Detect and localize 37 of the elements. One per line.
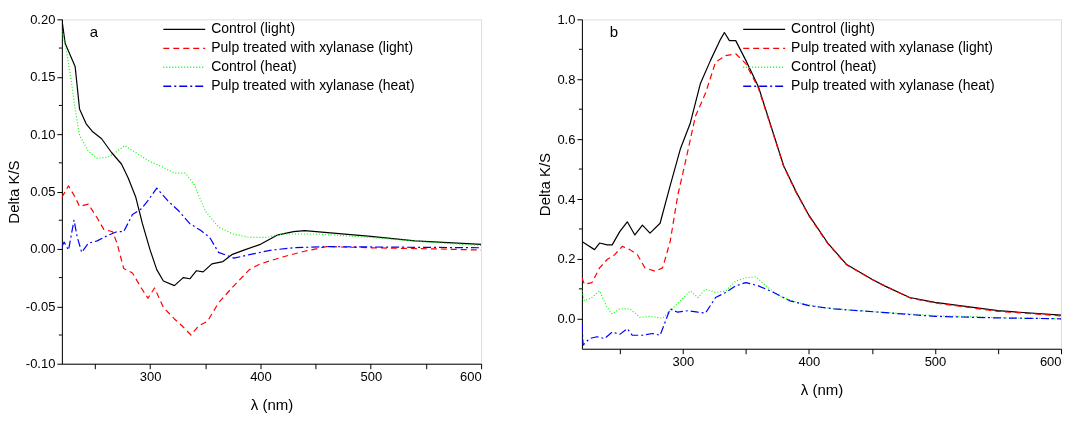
x-tick-label: 500 [360, 369, 383, 385]
annotation: b [609, 23, 619, 41]
line-series [581, 281, 1062, 346]
y-tick-label: 0.15 [30, 69, 56, 85]
y-tick-label: 0.10 [30, 126, 56, 142]
y-axis-title: Delta K/S [536, 152, 554, 217]
x-axis-title: λ (nm) [800, 381, 844, 399]
x-tick-label: 400 [798, 354, 821, 370]
y-tick-label: 0.2 [557, 251, 576, 267]
y-tick-label: 0.6 [557, 131, 576, 147]
legend-label: Control (light) [791, 20, 875, 37]
x-axis-title: λ (nm) [250, 396, 294, 414]
line-series [61, 187, 482, 259]
x-tick-label: 300 [139, 369, 162, 385]
legend-label: Control (heat) [211, 58, 297, 75]
legend-label: Control (heat) [791, 58, 877, 75]
x-tick-label: 600 [1039, 354, 1062, 370]
y-tick-label: -0.10 [25, 356, 56, 372]
legend-label: Pulp treated with xylanase (light) [211, 39, 414, 56]
y-axis-title: Delta K/S [4, 160, 22, 224]
y-tick-label: -0.05 [25, 298, 56, 314]
y-tick-label: 0.00 [30, 241, 56, 257]
x-tick-label: 500 [924, 354, 947, 370]
y-tick-label: 0.0 [557, 311, 576, 327]
x-tick-label: 600 [459, 369, 482, 385]
y-tick-label: 0.4 [557, 191, 576, 207]
legend-label: Control (light) [211, 20, 296, 37]
y-tick-label: 0.20 [30, 11, 56, 27]
legend-label: Pulp treated with xylanase (heat) [791, 77, 995, 94]
legend-label: Pulp treated with xylanase (heat) [211, 77, 415, 94]
y-tick-label: 0.8 [557, 71, 576, 87]
y-tick-label: 1.0 [557, 11, 576, 27]
y-tick-label: 0.05 [30, 184, 56, 200]
x-tick-label: 300 [672, 354, 695, 370]
annotation: a [89, 23, 99, 41]
legend-label: Pulp treated with xylanase (light) [791, 39, 993, 56]
x-tick-label: 400 [250, 369, 272, 385]
